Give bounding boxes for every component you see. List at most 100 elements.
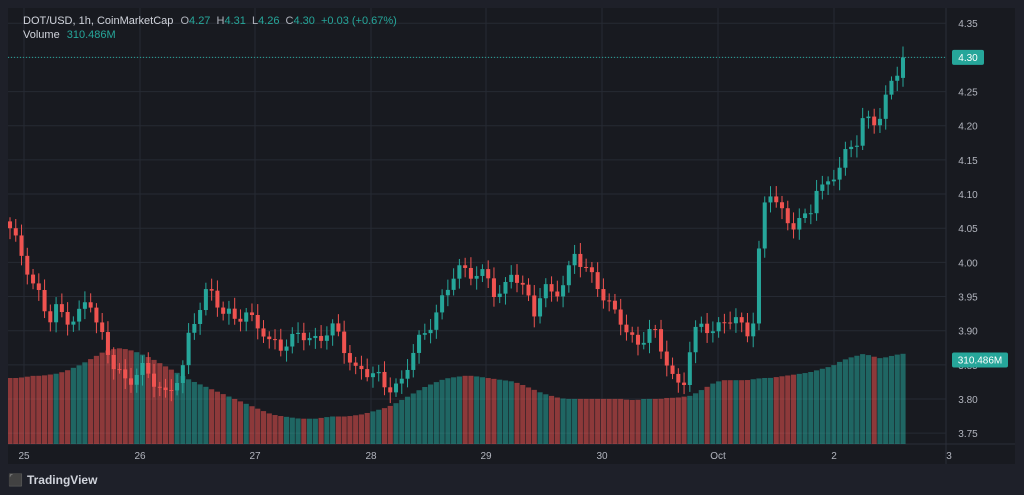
volume-bar bbox=[99, 352, 105, 444]
candle-body bbox=[388, 387, 393, 393]
volume-bar bbox=[330, 416, 336, 444]
candle-body bbox=[353, 362, 358, 366]
candle-body bbox=[59, 304, 64, 313]
last-price-badge: 4.30 bbox=[952, 49, 984, 65]
volume-bar bbox=[641, 399, 647, 444]
volume-bar bbox=[266, 413, 272, 444]
volume-bar bbox=[525, 387, 532, 444]
volume-bar bbox=[514, 382, 520, 444]
candle-body bbox=[152, 373, 157, 387]
volume-bar bbox=[537, 392, 543, 444]
candle-body bbox=[866, 116, 871, 119]
volume-bar bbox=[283, 416, 290, 444]
volume-badge: 310.486M bbox=[952, 352, 1008, 368]
candle-body bbox=[255, 314, 260, 329]
price-tick-label: 4.10 bbox=[958, 190, 978, 201]
candle-body bbox=[209, 289, 214, 291]
candle-body bbox=[134, 374, 139, 385]
candle-body bbox=[785, 208, 790, 224]
volume-bar bbox=[134, 352, 140, 444]
volume-bar bbox=[566, 398, 572, 444]
volume-bar bbox=[307, 418, 313, 444]
volume-legend: Volume 310.486M bbox=[23, 29, 116, 41]
volume-bar bbox=[491, 378, 497, 444]
svg-text:310.486M: 310.486M bbox=[958, 356, 1002, 367]
volume-bar bbox=[381, 408, 388, 444]
volume-bar bbox=[497, 379, 503, 444]
volume-bar bbox=[151, 359, 157, 444]
volume-bar bbox=[76, 365, 82, 444]
volume-bar bbox=[548, 395, 555, 444]
volume-bar bbox=[93, 355, 99, 444]
candle-body bbox=[474, 275, 479, 279]
candle-body bbox=[25, 255, 30, 275]
volume-bar bbox=[36, 375, 42, 444]
candle-body bbox=[100, 322, 105, 333]
volume-bar bbox=[249, 406, 255, 444]
time-tick-label: 2 bbox=[831, 451, 837, 462]
candlestick-chart[interactable]: 4.35 4.30 4.25 4.20 4.15 4.10 4.05 4.00 3.95 3.90… bbox=[7, 8, 1015, 464]
volume-bar bbox=[577, 398, 583, 444]
candle-body bbox=[13, 228, 18, 236]
candle-body bbox=[117, 369, 122, 371]
candle-body bbox=[428, 329, 433, 334]
candle-body bbox=[693, 326, 698, 353]
candle-body bbox=[595, 272, 600, 290]
volume-bar bbox=[111, 349, 117, 444]
volume-bar bbox=[439, 379, 445, 444]
tradingview-logo-icon: ⬛ bbox=[8, 473, 23, 487]
candle-body bbox=[722, 322, 727, 324]
tradingview-logo[interactable]: ⬛ TradingView bbox=[8, 473, 97, 487]
volume-bar bbox=[65, 370, 71, 444]
candle-body bbox=[612, 300, 617, 310]
candle-body bbox=[670, 365, 675, 374]
volume-bar bbox=[445, 378, 451, 444]
candle-body bbox=[843, 149, 848, 168]
candle-body bbox=[77, 308, 82, 322]
volume-bar bbox=[572, 398, 578, 444]
volume-bar bbox=[324, 417, 330, 444]
candle-body bbox=[820, 184, 825, 191]
volume-bar bbox=[278, 416, 284, 444]
volume-bar bbox=[370, 411, 376, 444]
candle-body bbox=[180, 365, 185, 384]
volume-bar bbox=[116, 348, 123, 444]
volume-bar bbox=[589, 398, 595, 444]
volume-bar bbox=[669, 397, 676, 444]
candle-body bbox=[440, 295, 445, 313]
candle-body bbox=[451, 278, 456, 290]
volume-bar bbox=[289, 417, 295, 444]
price-tick-label: 4.25 bbox=[958, 88, 978, 99]
volume-bar bbox=[456, 376, 462, 444]
volume-bar bbox=[560, 398, 566, 444]
volume-bar bbox=[750, 379, 756, 444]
candle-body bbox=[837, 167, 842, 180]
volume-bar bbox=[162, 366, 169, 444]
candle-body bbox=[895, 75, 900, 81]
close-value: 4.30 bbox=[293, 15, 315, 27]
volume-bar bbox=[554, 397, 560, 444]
volume-bar bbox=[7, 378, 13, 444]
candle-body bbox=[716, 322, 721, 332]
price-axis[interactable]: 4.35 4.30 4.25 4.20 4.15 4.10 4.05 4.00 3.95 3.90… bbox=[958, 19, 978, 440]
time-axis[interactable]: 25 26 27 28 29 30 Oct 2 3 bbox=[18, 451, 952, 462]
candle-body bbox=[411, 352, 416, 370]
volume-bar bbox=[785, 375, 791, 444]
candle-body bbox=[480, 269, 485, 276]
candle-body bbox=[284, 346, 289, 351]
candle-body bbox=[267, 336, 272, 340]
candle-body bbox=[791, 223, 796, 230]
candle-body bbox=[584, 266, 589, 268]
volume-bar bbox=[698, 390, 704, 444]
plot-area[interactable]: 4.35 4.30 4.25 4.20 4.15 4.10 4.05 4.00 3.95 3.90… bbox=[7, 8, 1015, 464]
candle-body bbox=[157, 386, 162, 388]
volume-bar bbox=[41, 375, 48, 444]
candle-body bbox=[607, 300, 612, 302]
volume-bar bbox=[716, 381, 722, 444]
volume-bar bbox=[260, 411, 267, 444]
volume-bar bbox=[814, 370, 820, 444]
volume-bar bbox=[646, 398, 653, 444]
volume-bar bbox=[508, 381, 514, 444]
volume-bar bbox=[733, 380, 739, 444]
candle-body bbox=[705, 323, 710, 334]
